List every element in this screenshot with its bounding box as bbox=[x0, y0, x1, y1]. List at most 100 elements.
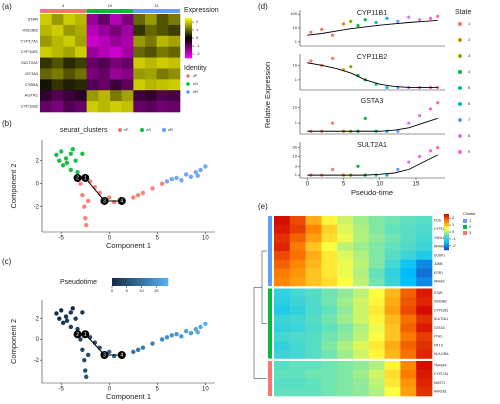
y-tick-label: 0 bbox=[36, 181, 40, 187]
x-tick-label: 10 bbox=[202, 387, 209, 393]
heatmap-cell bbox=[289, 297, 306, 307]
point bbox=[164, 179, 170, 184]
colorbar-tick-label: 2 bbox=[452, 215, 455, 220]
heatmap-cell bbox=[321, 314, 338, 324]
point bbox=[70, 306, 75, 311]
y-tick-label: 10 bbox=[293, 154, 298, 159]
facet-title: SULT2A1 bbox=[357, 142, 387, 149]
point bbox=[75, 170, 80, 175]
colorbar-slice bbox=[185, 34, 192, 37]
heatmap-cell bbox=[305, 224, 322, 234]
group-label: 10 bbox=[108, 3, 113, 8]
point bbox=[159, 181, 165, 186]
legend-label: 2 bbox=[468, 37, 471, 42]
heatmap-cell bbox=[305, 314, 322, 324]
legend-marker bbox=[458, 102, 462, 106]
heatmap-cell bbox=[384, 341, 401, 351]
heatmap-cell bbox=[145, 24, 157, 37]
heatmap-cell bbox=[305, 233, 322, 243]
branch-node bbox=[81, 330, 90, 339]
heatmap-cell bbox=[416, 297, 433, 307]
heatmap-cell bbox=[305, 341, 322, 351]
point bbox=[436, 14, 440, 18]
trend-line bbox=[307, 62, 438, 88]
point bbox=[418, 18, 422, 22]
point bbox=[374, 20, 378, 25]
colorbar-slice bbox=[444, 236, 449, 239]
legend-label: 8 bbox=[468, 133, 471, 138]
legend-marker bbox=[186, 90, 190, 94]
heatmap-cell bbox=[337, 314, 354, 324]
heatmap-cell bbox=[400, 224, 417, 234]
heatmap-cell bbox=[353, 387, 370, 397]
heatmap-cell bbox=[384, 216, 401, 226]
colorbar-slice bbox=[444, 241, 449, 243]
colorbar-slice bbox=[149, 278, 152, 286]
legend-marker bbox=[458, 70, 462, 74]
heatmap-cell bbox=[384, 259, 401, 269]
colorbar-slice bbox=[140, 278, 143, 286]
point bbox=[78, 337, 83, 342]
heatmap-cell bbox=[110, 68, 122, 80]
point bbox=[111, 353, 117, 359]
point bbox=[63, 156, 69, 161]
heatmap-cell bbox=[416, 306, 433, 316]
heatmap-cell bbox=[368, 277, 385, 287]
heatmap-cell bbox=[145, 79, 157, 91]
colorbar-slice bbox=[444, 218, 449, 221]
heatmap-cell bbox=[274, 288, 291, 298]
heatmap-cell bbox=[121, 46, 134, 58]
heatmap-cell bbox=[400, 369, 417, 379]
legend-marker bbox=[463, 231, 467, 235]
heatmap-cell bbox=[337, 306, 354, 316]
y-axis-label: Component 2 bbox=[9, 319, 18, 364]
heatmap-cell bbox=[289, 369, 306, 379]
y-tick-label: 1 bbox=[295, 172, 298, 177]
heatmap-cell bbox=[353, 341, 370, 351]
heatmap-cell bbox=[384, 332, 401, 342]
gene-label: NR4A1 bbox=[434, 245, 445, 249]
colorbar-slice bbox=[444, 239, 449, 242]
heatmap-cell bbox=[145, 101, 157, 113]
point bbox=[331, 121, 335, 125]
heatmap-cell bbox=[63, 90, 76, 102]
heatmap-cell bbox=[337, 251, 354, 261]
heatmap-cell bbox=[305, 306, 322, 316]
heatmap-cell bbox=[40, 68, 52, 80]
point bbox=[83, 216, 88, 221]
y-tick-label: 10 bbox=[293, 104, 298, 109]
heatmap-cell bbox=[98, 79, 111, 91]
point bbox=[436, 146, 440, 150]
point bbox=[73, 316, 78, 321]
heatmap-cell bbox=[416, 323, 433, 333]
point bbox=[80, 193, 85, 198]
heatmap-cell bbox=[321, 268, 338, 278]
heatmap-cell bbox=[98, 46, 111, 58]
colorbar-slice bbox=[161, 278, 164, 286]
node-label: 4 bbox=[120, 199, 123, 205]
heatmap-cell bbox=[156, 46, 169, 58]
point bbox=[150, 341, 155, 346]
heatmap-cell bbox=[337, 268, 354, 278]
colorbar-slice bbox=[185, 48, 192, 50]
heatmap-cell bbox=[86, 68, 99, 80]
heatmap-cell bbox=[400, 251, 417, 261]
colorbar-slice bbox=[163, 278, 166, 286]
panel-label: (b) bbox=[2, 119, 12, 128]
point bbox=[418, 113, 422, 118]
heatmap-cell bbox=[305, 369, 322, 379]
point bbox=[418, 154, 422, 159]
heatmap-cell bbox=[305, 216, 322, 226]
heatmap-cell bbox=[51, 46, 64, 58]
colorbar-slice bbox=[119, 278, 122, 286]
colorbar-slice bbox=[158, 278, 162, 286]
point bbox=[195, 173, 200, 178]
colorbar-slice bbox=[185, 28, 192, 30]
heatmap-cell bbox=[168, 46, 181, 58]
point bbox=[82, 204, 87, 209]
heatmap-cell bbox=[305, 378, 322, 388]
heatmap-cell bbox=[86, 35, 99, 47]
point bbox=[320, 27, 324, 31]
point bbox=[385, 16, 389, 20]
gene-label: CYP11B1 bbox=[21, 49, 39, 54]
